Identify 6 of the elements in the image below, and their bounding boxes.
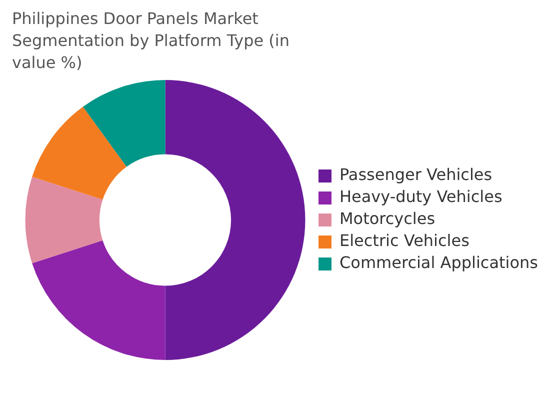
legend-label: Heavy-duty Vehicles [339, 187, 502, 206]
legend-label: Commercial Applications [339, 253, 538, 272]
legend-label: Motorcycles [339, 209, 436, 228]
legend-label: Electric Vehicles [339, 231, 470, 250]
legend-label: Passenger Vehicles [339, 165, 492, 184]
chart-title: Philippines Door Panels Market Segmentation by Platform Type (in value %) [12, 8, 290, 74]
